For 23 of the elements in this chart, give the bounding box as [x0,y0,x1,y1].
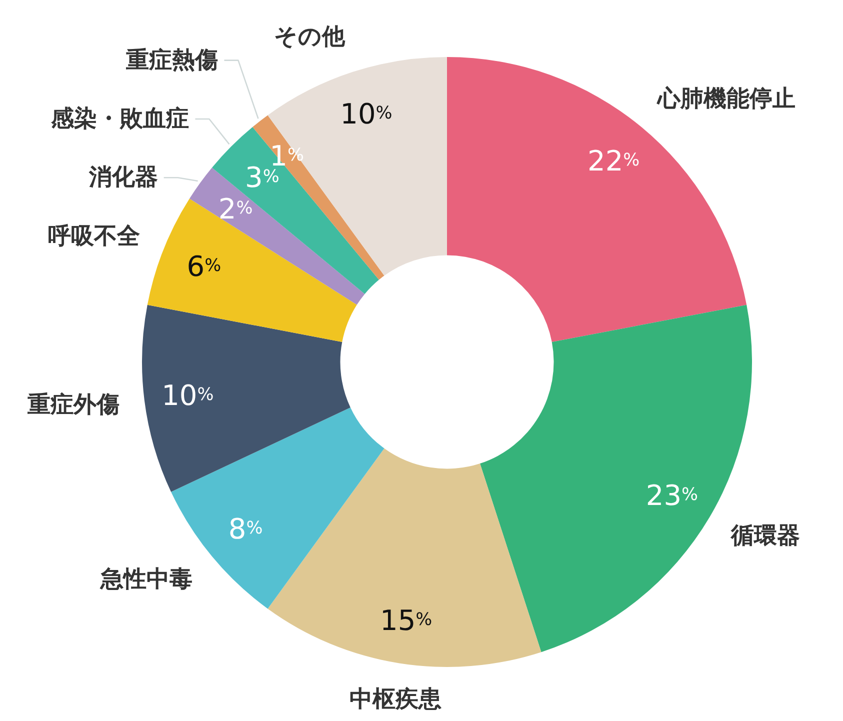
data-label: 15% [380,604,432,637]
data-label: 10% [162,378,214,412]
slice-label: 感染・敗血症 [50,106,190,132]
data-label: 2% [218,192,253,225]
data-label: 22% [588,144,640,178]
slice-label: 循環器 [730,522,800,549]
slice-label: 心肺機能停止 [656,84,796,112]
donut-slice [189,168,365,305]
slice-label: 呼吸不全 [48,223,142,250]
donut-slice [171,407,384,609]
slice-label: その他 [274,24,346,50]
donut-slice [147,198,357,342]
data-label: 6% [186,249,222,282]
donut-slice [142,304,350,492]
donut-slice [268,448,542,667]
slice-label: 重症外傷 [26,392,120,418]
slice-label: 消化器 [88,164,158,191]
slice-label: 重症熱傷 [125,47,218,74]
data-label: 8% [228,512,263,546]
data-label: 10% [340,96,392,130]
slice-label: 中枢疾患 [349,686,442,712]
data-label: 23% [646,478,698,512]
slice-label: 急性中毒 [100,566,193,593]
